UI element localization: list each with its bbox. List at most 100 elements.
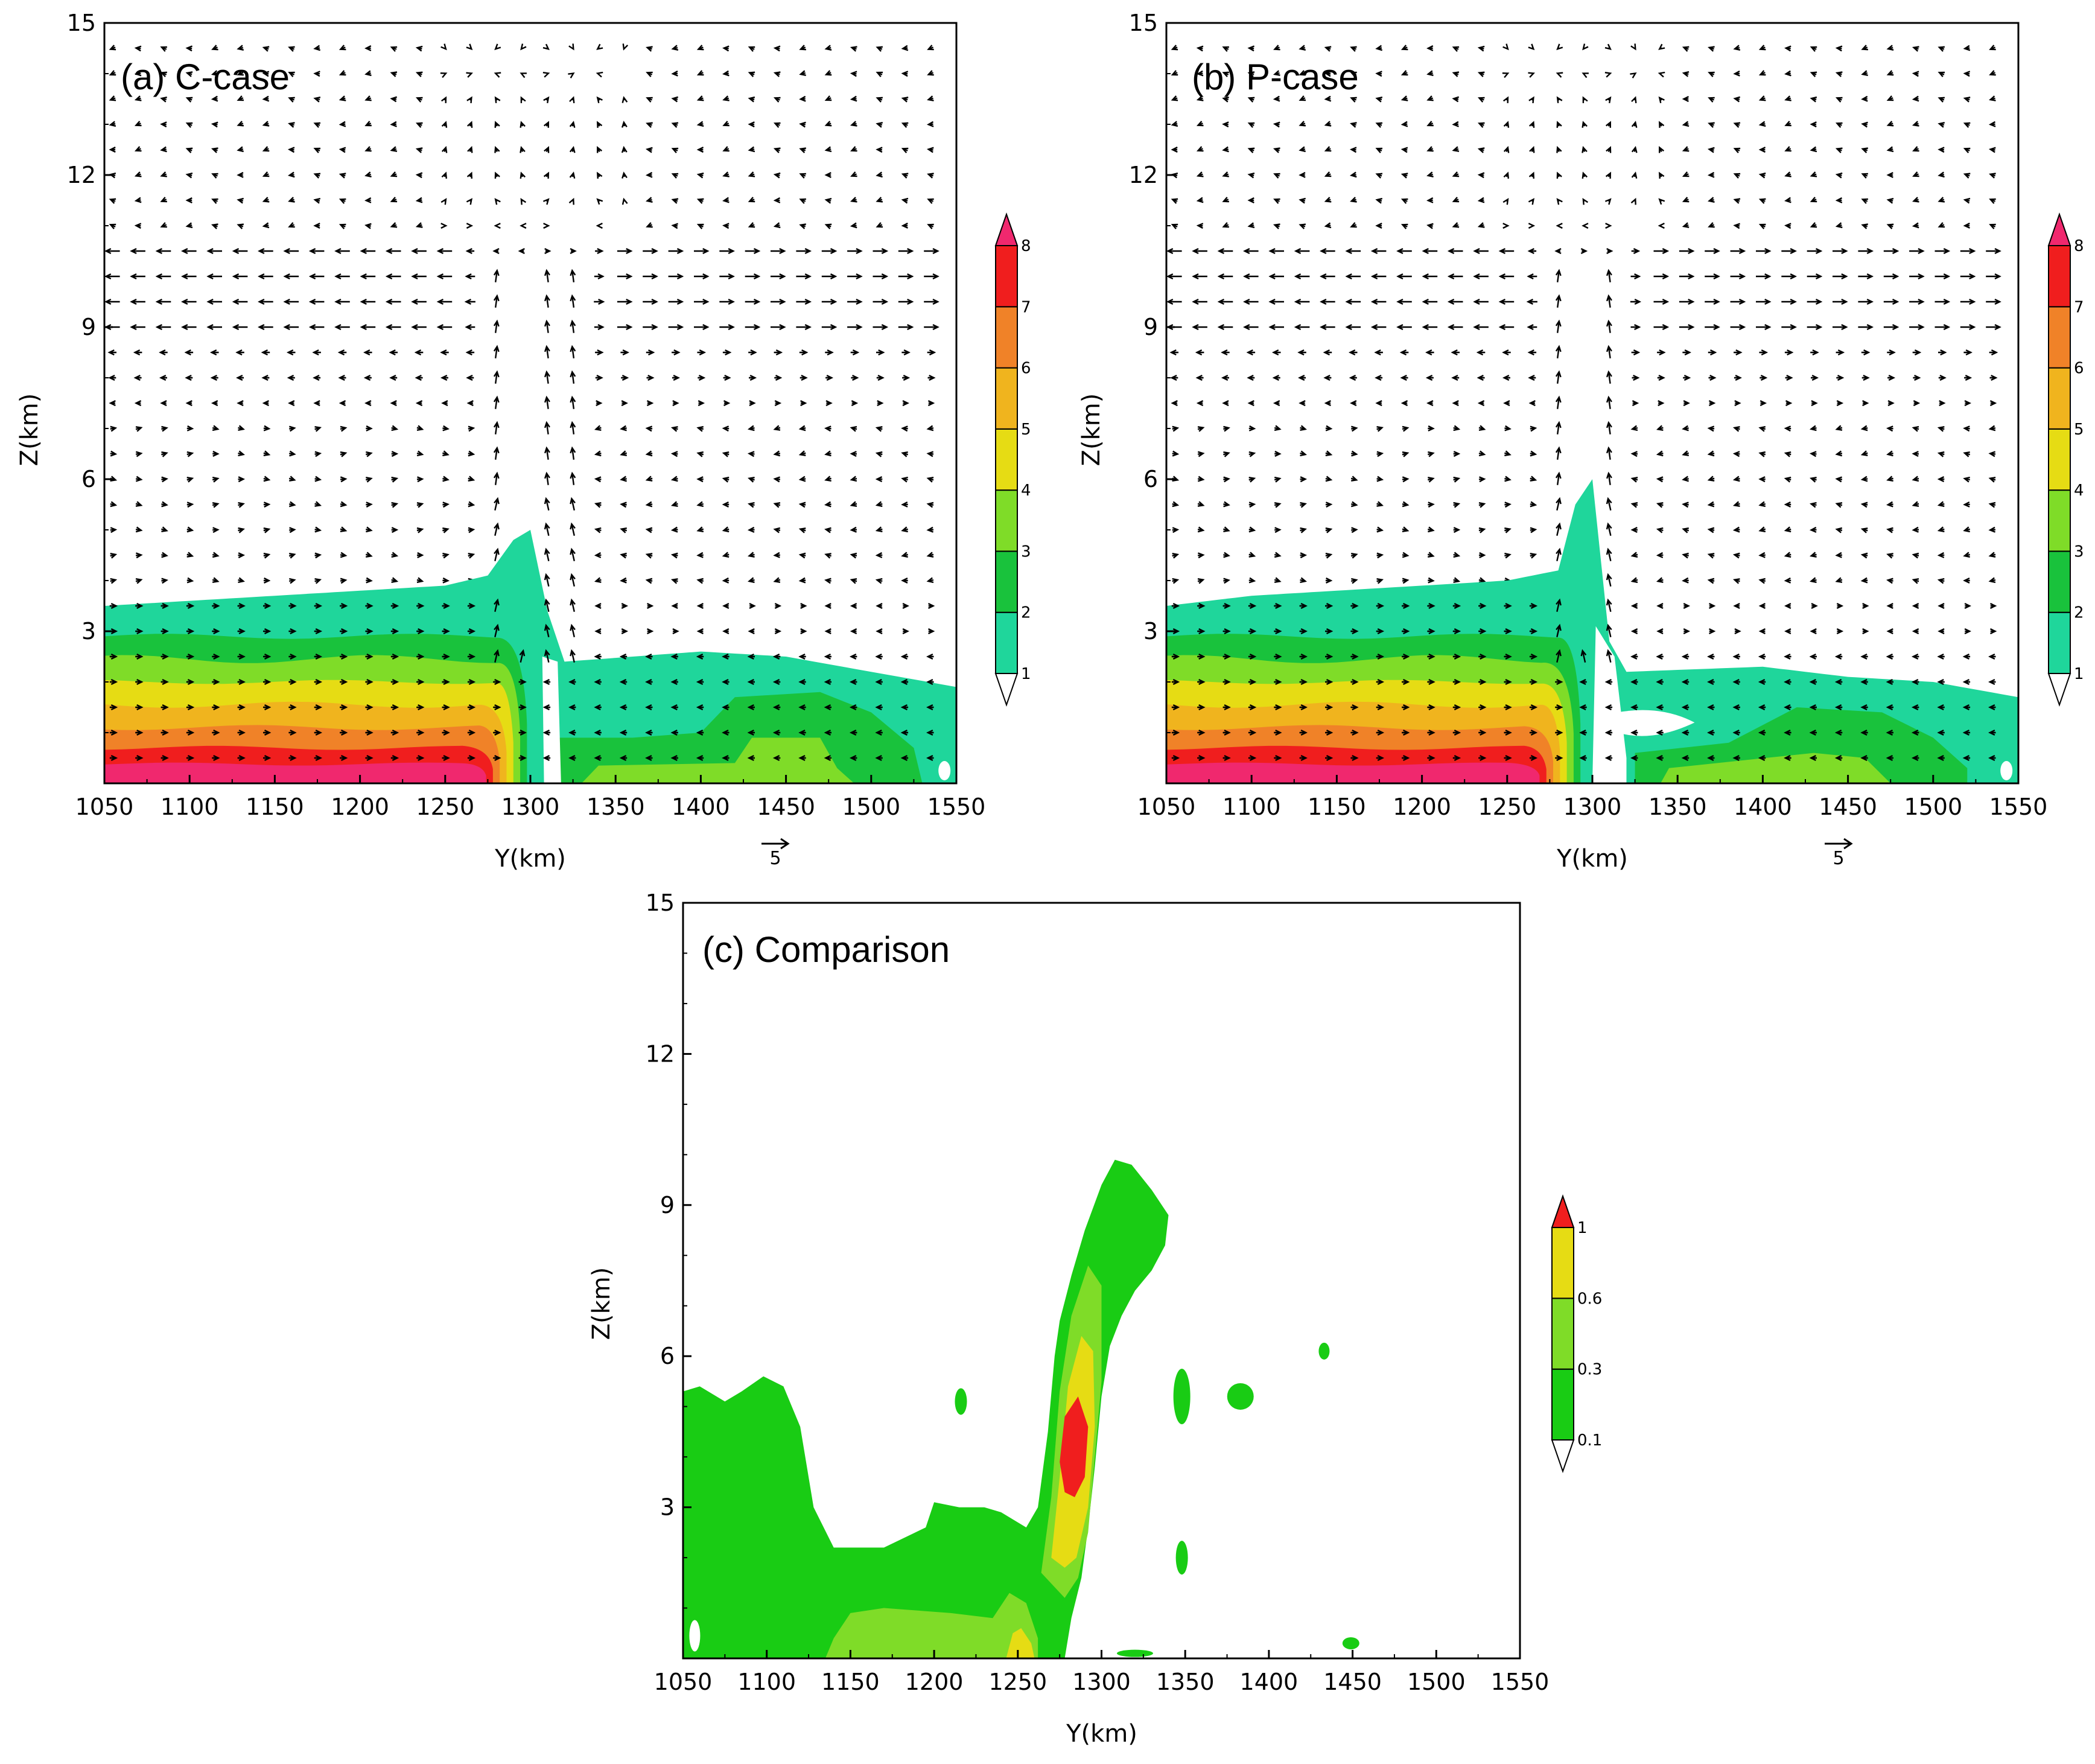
wind-vector [211, 198, 218, 204]
wind-vector [1274, 755, 1282, 761]
wind-vector [1911, 730, 1919, 736]
x-tick-label: 1150 [821, 1669, 880, 1695]
wind-vector [1861, 45, 1868, 51]
wind-vector [108, 375, 116, 381]
wind-vector [1733, 45, 1741, 51]
wind-vector [366, 501, 373, 508]
wind-vector [1912, 425, 1919, 432]
wind-vector [1217, 273, 1233, 279]
wind-vector [1197, 426, 1205, 432]
wind-vector [1223, 501, 1230, 508]
wind-vector [520, 121, 526, 128]
wind-vector [1887, 400, 1895, 406]
wind-vector [1579, 755, 1587, 761]
wind-vector [875, 654, 883, 660]
wind-vector [570, 598, 576, 612]
wind-vector [1171, 603, 1180, 609]
wind-vector [442, 577, 450, 584]
wind-vector [1197, 755, 1206, 761]
wind-vector [1248, 501, 1256, 508]
wind-vector [1582, 96, 1588, 103]
wind-vector [1861, 121, 1868, 128]
wind-vector [492, 248, 500, 254]
wind-vector [645, 704, 653, 710]
wind-vector [288, 122, 295, 128]
contour-blob [1175, 1541, 1188, 1575]
wind-vector [340, 679, 348, 685]
wind-vector [1196, 121, 1204, 127]
wind-vector [745, 324, 761, 330]
wind-vector [1556, 171, 1562, 179]
wind-vector [1963, 45, 1971, 51]
wind-vector [364, 95, 372, 101]
wind-vector [1656, 527, 1664, 533]
wind-vector [390, 121, 397, 127]
wind-vector [1883, 273, 1899, 279]
wind-vector [109, 146, 116, 153]
wind-vector [1376, 704, 1385, 710]
wind-vector [646, 375, 655, 381]
wind-vector [875, 679, 883, 685]
clear-hole [2000, 761, 2013, 780]
wind-vector [258, 273, 273, 279]
wind-vector [1938, 71, 1945, 77]
wind-vector [1447, 299, 1463, 305]
wind-vector [1375, 173, 1383, 179]
wind-vector [1708, 71, 1715, 77]
wind-vector [135, 578, 143, 584]
wind-vector [390, 654, 399, 660]
wind-vector [1964, 603, 1971, 609]
wind-vector [258, 248, 273, 254]
wind-vector [1375, 400, 1382, 406]
wind-vector [468, 553, 475, 559]
wind-vector [133, 375, 142, 381]
wind-vector [927, 349, 936, 355]
wind-vector [798, 552, 806, 559]
wind-vector [109, 198, 116, 204]
wind-vector [901, 222, 908, 229]
wind-vector [181, 248, 197, 254]
wind-vector [570, 395, 576, 409]
wind-vector [340, 501, 348, 508]
wind-vector [160, 171, 167, 177]
wind-vector [339, 223, 346, 229]
colorbar-segment [995, 611, 1018, 675]
wind-vector [1733, 96, 1741, 103]
wind-vector [263, 679, 272, 685]
wind-vector [314, 654, 323, 660]
wind-vector [847, 299, 863, 305]
wind-vector [1324, 95, 1332, 102]
wind-vector [1679, 324, 1695, 330]
wind-vector [365, 477, 373, 483]
wind-vector [390, 603, 399, 609]
colorbar-level-label: 6 [2074, 360, 2084, 378]
wind-vector [1555, 269, 1562, 282]
wind-vector [926, 755, 934, 761]
wind-vector [237, 197, 244, 204]
wind-vector [1222, 679, 1231, 685]
wind-vector [134, 146, 142, 152]
wind-vector [365, 603, 374, 609]
wind-vector [543, 96, 550, 104]
wind-vector [263, 552, 271, 559]
wind-vector [824, 654, 831, 660]
wind-vector [796, 248, 812, 254]
wind-vector [468, 425, 475, 432]
wind-vector [926, 526, 934, 533]
wind-vector [212, 679, 220, 685]
wind-vector [160, 46, 167, 52]
contour-level-8 [104, 762, 486, 783]
wind-vector [232, 299, 248, 305]
wind-vector [1912, 578, 1919, 584]
wind-vector [1555, 319, 1562, 333]
wind-vector [1989, 45, 1996, 51]
wind-vector [1781, 299, 1797, 305]
wind-vector [185, 222, 193, 229]
wind-vector [237, 70, 244, 76]
wind-vector [1222, 146, 1229, 153]
wind-vector [237, 171, 244, 178]
wind-vector [494, 145, 500, 153]
wind-vector [620, 552, 627, 559]
wind-vector [1705, 324, 1720, 330]
wind-vector [1886, 679, 1893, 685]
